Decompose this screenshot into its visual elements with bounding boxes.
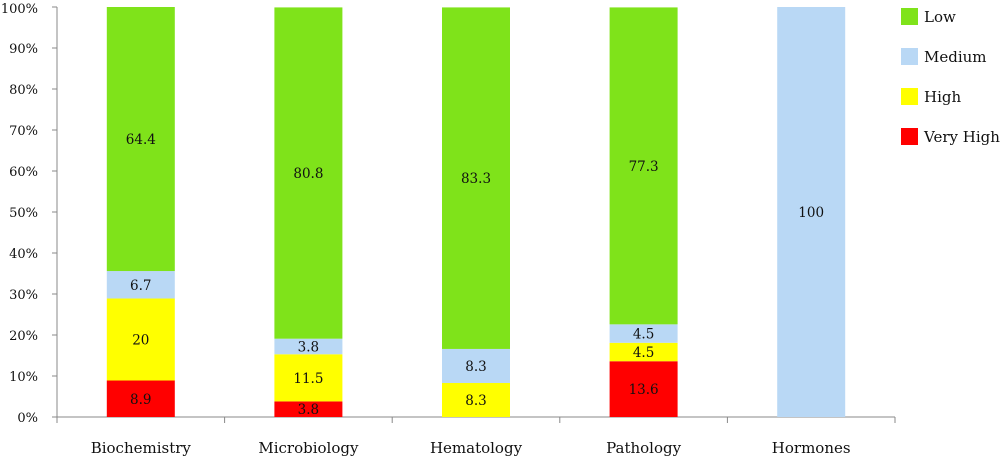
data-label: 13.6	[629, 382, 659, 398]
x-tick-label: Hormones	[772, 439, 851, 457]
data-label: 64.4	[126, 132, 156, 148]
legend-label: Medium	[924, 48, 987, 66]
y-tick-label: 0%	[17, 411, 38, 426]
bar-stack-hematology: 8.3 8.3 83.3	[442, 7, 510, 417]
data-label: 3.8	[298, 402, 319, 418]
legend-item-very-high: Very High	[901, 128, 1000, 146]
legend-swatch	[901, 88, 918, 105]
bar-segment-medium	[777, 7, 846, 417]
legend-swatch	[901, 128, 918, 145]
legend-item-low: Low	[901, 8, 956, 26]
legend-label: Low	[924, 8, 956, 26]
bar-segment-very-high	[274, 401, 343, 417]
bar-segment-medium	[274, 338, 343, 355]
y-tick-label: 30%	[9, 288, 38, 303]
legend: Low Medium High Very High	[901, 8, 1000, 146]
x-axis: Biochemistry Microbiology Hematology Pathol…	[56, 416, 896, 457]
bar-segment-very-high	[106, 380, 175, 417]
data-label: 8.9	[130, 392, 151, 408]
bar-stack-biochemistry: 8.9 20 6.7 64.4	[106, 7, 175, 417]
bar-stack-hormones: 100	[777, 7, 846, 417]
data-label: 100	[798, 205, 824, 221]
bar-segment-medium	[609, 324, 678, 343]
y-tick-label: 90%	[9, 42, 38, 57]
data-label: 80.8	[293, 166, 323, 182]
y-tick-label: 60%	[9, 165, 38, 180]
data-label: 77.3	[629, 159, 659, 175]
bar-segment-very-high	[609, 361, 678, 417]
bar-segment-low	[274, 7, 343, 339]
data-label: 8.3	[465, 359, 486, 375]
y-tick-label: 40%	[9, 247, 38, 262]
x-tick-label: Hematology	[430, 439, 523, 457]
legend-label: Very High	[923, 128, 1000, 146]
bar-segment-high	[442, 382, 510, 417]
y-axis: 0% 10% 20% 30% 40% 50% 60% 70% 80% 90% 100%	[1, 2, 58, 426]
x-tick-label: Microbiology	[258, 439, 359, 457]
data-label: 20	[132, 333, 149, 349]
y-tick-label: 20%	[9, 329, 38, 344]
data-label: 8.3	[465, 393, 486, 409]
legend-item-high: High	[901, 88, 961, 106]
y-tick-label: 10%	[9, 370, 38, 385]
data-label: 4.5	[633, 327, 654, 343]
data-label: 11.5	[293, 371, 323, 387]
legend-swatch	[901, 8, 918, 25]
bar-segment-high	[609, 342, 678, 362]
bar-stack-pathology: 13.6 4.5 4.5 77.3	[609, 7, 678, 417]
y-tick-label: 70%	[9, 124, 38, 139]
data-label: 4.5	[633, 345, 654, 361]
bar-stacks: 8.9 20 6.7 64.4 3.8 11.5 3.8 80.8 8.3 8.3 83.3 13.6…	[106, 7, 846, 418]
bar-segment-low	[442, 7, 510, 349]
y-tick-label: 80%	[9, 83, 38, 98]
bar-segment-medium	[442, 348, 510, 383]
data-label: 3.8	[298, 339, 319, 355]
bar-segment-high	[274, 354, 343, 402]
legend-swatch	[901, 48, 918, 65]
y-tick-label: 50%	[9, 206, 38, 221]
bar-segment-low	[609, 7, 678, 325]
x-tick-label: Biochemistry	[91, 439, 192, 457]
legend-label: High	[924, 88, 961, 106]
data-label: 83.3	[461, 171, 491, 187]
y-tick-label: 100%	[1, 2, 38, 17]
x-tick-label: Pathology	[606, 439, 682, 457]
bar-segment-medium	[106, 271, 175, 299]
data-label: 6.7	[130, 278, 151, 294]
legend-item-medium: Medium	[901, 48, 987, 66]
bar-segment-high	[106, 298, 175, 381]
bar-stack-microbiology: 3.8 11.5 3.8 80.8	[274, 7, 343, 418]
bar-segment-low	[106, 7, 175, 272]
